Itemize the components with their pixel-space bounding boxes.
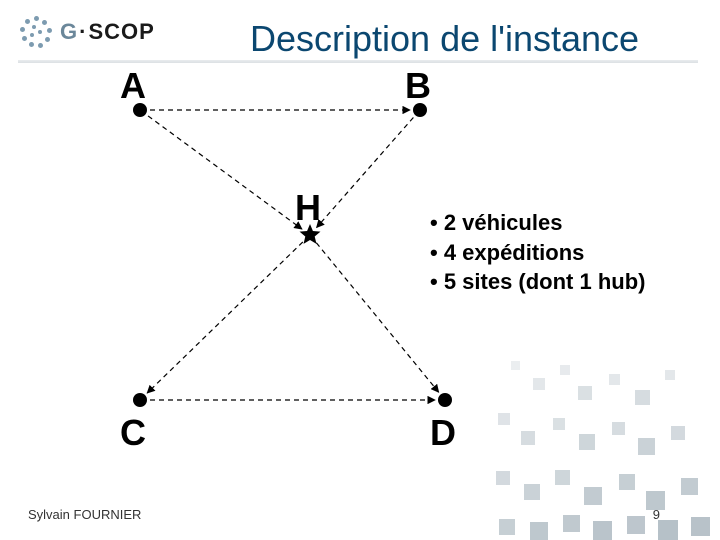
edge-A-H xyxy=(148,116,302,229)
bullet-list: • 2 véhicules• 4 expéditions• 5 sites (d… xyxy=(430,208,646,297)
footer-page-number: 9 xyxy=(653,507,660,522)
node-D xyxy=(438,393,452,407)
bullet-item: • 2 véhicules xyxy=(430,208,646,238)
node-label-B: B xyxy=(405,65,431,107)
bullet-item: • 5 sites (dont 1 hub) xyxy=(430,267,646,297)
edge-H-C xyxy=(147,242,303,393)
node-label-A: A xyxy=(120,65,146,107)
node-label-C: C xyxy=(120,412,146,454)
bullet-item: • 4 expéditions xyxy=(430,238,646,268)
slide: G·SCOP Description de l'instance ABHCD •… xyxy=(0,0,720,540)
edge-H-D xyxy=(316,243,438,393)
edge-B-H xyxy=(317,118,414,228)
node-label-D: D xyxy=(430,412,456,454)
node-label-H: H xyxy=(295,187,321,229)
node-C xyxy=(133,393,147,407)
footer-author: Sylvain FOURNIER xyxy=(28,507,141,522)
